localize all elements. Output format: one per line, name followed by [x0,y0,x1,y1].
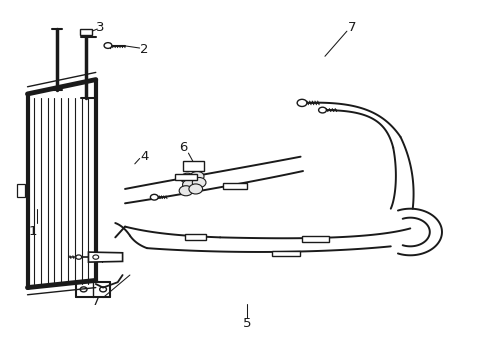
Circle shape [76,255,81,259]
FancyBboxPatch shape [80,29,92,35]
FancyBboxPatch shape [272,251,299,256]
Circle shape [190,171,203,181]
Circle shape [182,180,196,190]
Text: 1: 1 [28,225,37,238]
Circle shape [318,107,326,113]
Circle shape [104,42,112,48]
Text: 7: 7 [347,21,355,34]
FancyBboxPatch shape [175,174,196,180]
Circle shape [192,177,205,188]
Text: 5: 5 [242,317,251,330]
Text: 2: 2 [140,42,148,55]
FancyBboxPatch shape [182,161,203,171]
Text: 7: 7 [91,296,100,309]
Circle shape [150,194,158,200]
Circle shape [188,184,202,194]
FancyBboxPatch shape [222,183,246,189]
FancyBboxPatch shape [301,236,328,242]
Text: 6: 6 [179,141,187,154]
Circle shape [180,173,194,183]
Polygon shape [88,252,122,262]
Text: 3: 3 [96,21,105,34]
Circle shape [93,255,99,259]
Circle shape [297,99,306,107]
Circle shape [179,186,192,196]
Text: 4: 4 [140,150,148,163]
FancyBboxPatch shape [184,234,206,239]
FancyBboxPatch shape [17,184,25,197]
